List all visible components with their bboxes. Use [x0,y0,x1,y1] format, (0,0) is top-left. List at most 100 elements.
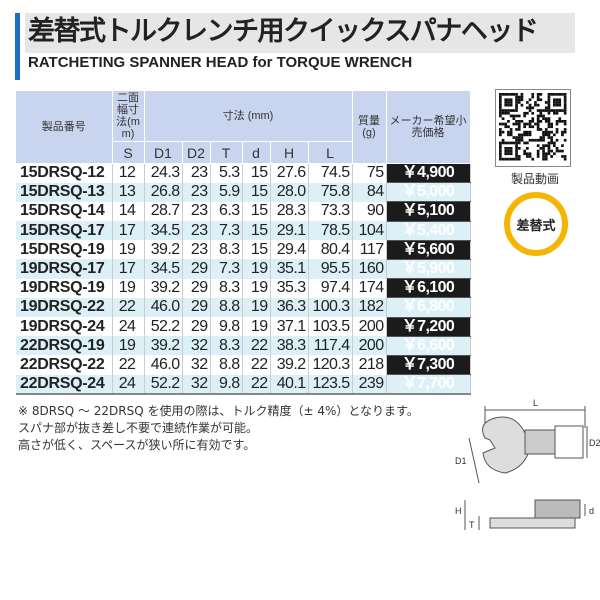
price-cell: ￥7,700 [386,374,471,396]
value-cell: 23 [182,182,211,202]
value-cell: 36.3 [270,297,309,317]
header-mass: 質量(g) [352,91,387,164]
value-cell: 12 [112,163,145,183]
page-title: 差替式トルクレンチ用クイックスパナヘッド [28,16,539,47]
value-cell: 14 [112,201,145,222]
title-accent-bar [15,13,20,80]
table-row: 15DRSQ-12 12 24.3 23 5.3 15 27.6 74.5 75 ￥4,900 [16,163,471,184]
value-cell: 39.2 [144,336,183,356]
price-cell: ￥7,200 [386,317,471,337]
value-cell: 90 [352,201,387,222]
value-cell: 19 [112,278,145,298]
value-cell: 218 [352,355,387,375]
value-cell: 28.7 [144,201,183,222]
header-price: メーカー希望小売価格 [386,91,471,164]
value-cell: 100.3 [308,297,353,317]
title-background [25,13,575,53]
price-cell: ￥5,400 [386,221,471,241]
note-line: ※ 8DRSQ ～ 22DRSQ を使用の際は、トルク精度（± 4%）となります… [18,404,419,418]
price-cell: ￥6,100 [386,278,471,299]
value-cell: 23 [182,221,211,241]
value-cell: 37.1 [270,317,309,337]
label-D1: D1 [455,456,467,466]
value-cell: 17 [112,221,145,241]
price-cell: ￥4,900 [386,163,471,184]
value-cell: 22 [242,336,271,356]
model-cell: 19DRSQ-22 [16,297,113,317]
price-cell: ￥6,800 [386,297,471,318]
value-cell: 29 [182,297,211,317]
model-cell: 15DRSQ-17 [16,221,113,241]
value-cell: 19 [242,317,271,337]
value-cell: 22 [242,374,271,396]
value-cell: 78.5 [308,221,353,241]
value-cell: 15 [242,240,271,260]
table-row: 15DRSQ-13 13 26.8 23 5.9 15 28.0 75.8 84 ￥5,000 [16,182,471,203]
value-cell: 104 [352,221,387,241]
header-d2: D2 [182,141,211,164]
model-cell: 22DRSQ-19 [16,336,113,356]
spec-table: 製品番号 二面幅寸法(mm) 寸法 (mm) 質量(g) メーカー希望小売価格 … [16,91,471,396]
value-cell: 95.5 [308,259,353,279]
header-width-across: 二面幅寸法(mm) [112,91,145,142]
value-cell: 7.3 [210,221,243,241]
value-cell: 9.8 [210,374,243,396]
model-cell: 15DRSQ-14 [16,201,113,222]
badge-label: 差替式 [516,218,556,234]
value-cell: 15 [242,221,271,241]
header-dimensions: 寸法 (mm) [144,91,353,142]
value-cell: 117.4 [308,336,353,356]
value-cell: 38.3 [270,336,309,356]
value-cell: 80.4 [308,240,353,260]
model-cell: 22DRSQ-24 [16,374,113,396]
value-cell: 160 [352,259,387,279]
value-cell: 26.8 [144,182,183,202]
value-cell: 15 [242,163,271,183]
notes: ※ 8DRSQ ～ 22DRSQ を使用の際は、トルク精度（± 4%）となります… [18,403,448,454]
value-cell: 19 [242,259,271,279]
value-cell: 8.3 [210,336,243,356]
value-cell: 74.5 [308,163,353,183]
price-cell: ￥6,600 [386,336,471,356]
value-cell: 29 [182,317,211,337]
value-cell: 8.3 [210,278,243,298]
value-cell: 103.5 [308,317,353,337]
qr-code-image [499,93,567,161]
header-s: S [112,141,145,164]
value-cell: 73.3 [308,201,353,222]
value-cell: 39.2 [144,278,183,298]
value-cell: 5.9 [210,182,243,202]
value-cell: 19 [112,336,145,356]
label-T: T [469,520,475,530]
page-header: 差替式トルクレンチ用クイックスパナヘッド RATCHETING SPANNER … [28,15,588,73]
value-cell: 35.3 [270,278,309,298]
model-cell: 22DRSQ-22 [16,355,113,375]
price-cell: ￥5,900 [386,259,471,280]
value-cell: 46.0 [144,297,183,317]
value-cell: 22 [112,297,145,317]
value-cell: 23 [182,201,211,222]
table-row: 22DRSQ-19 19 39.2 32 8.3 22 38.3 117.4 200 ￥6,600 [16,336,471,356]
value-cell: 120.3 [308,355,353,375]
dimension-diagram: L D1 D2 H T d [455,398,600,530]
value-cell: 24.3 [144,163,183,183]
header-model: 製品番号 [16,91,113,164]
value-cell: 19 [112,240,145,260]
value-cell: 75.8 [308,182,353,202]
value-cell: 239 [352,374,387,396]
value-cell: 52.2 [144,317,183,337]
value-cell: 29 [182,278,211,298]
value-cell: 22 [112,355,145,375]
value-cell: 13 [112,182,145,202]
model-cell: 15DRSQ-12 [16,163,113,183]
value-cell: 75 [352,163,387,183]
value-cell: 39.2 [270,355,309,375]
price-cell: ￥5,600 [386,240,471,260]
label-D2: D2 [589,438,600,448]
value-cell: 28.0 [270,182,309,202]
table-row: 19DRSQ-19 19 39.2 29 8.3 19 35.3 97.4 174 ￥6,100 [16,278,471,299]
value-cell: 200 [352,336,387,356]
qr-code[interactable] [495,89,571,167]
value-cell: 97.4 [308,278,353,298]
value-cell: 32 [182,336,211,356]
